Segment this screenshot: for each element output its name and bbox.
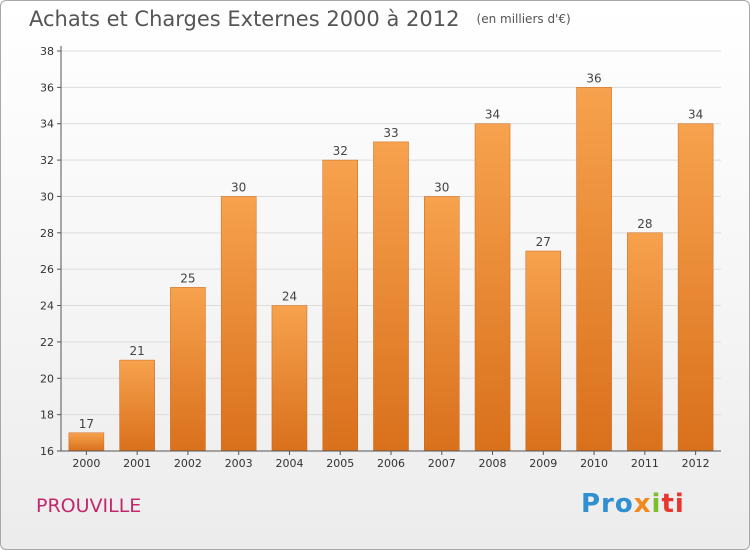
data-label: 28 — [637, 217, 652, 231]
x-tick-label: 2006 — [377, 457, 405, 470]
bar — [677, 123, 714, 452]
data-label: 34 — [688, 108, 703, 122]
data-label: 32 — [333, 144, 348, 158]
data-label: 34 — [485, 108, 500, 122]
x-tick-label: 2012 — [682, 457, 710, 470]
x-tick-label: 2001 — [123, 457, 151, 470]
y-tick-label: 26 — [40, 263, 54, 276]
x-tick-label: 2004 — [275, 457, 303, 470]
title-row: Achats et Charges Externes 2000 à 2012 (… — [29, 7, 571, 31]
logo-part: ti — [661, 489, 685, 519]
y-tick-label: 36 — [40, 81, 54, 94]
data-label: 24 — [282, 290, 297, 304]
commune-name: PROUVILLE — [36, 495, 142, 517]
x-tick-label: 2003 — [225, 457, 253, 470]
bar — [271, 305, 308, 452]
y-tick-label: 38 — [40, 45, 54, 58]
y-tick-label: 30 — [40, 190, 54, 203]
logo-part: x — [633, 489, 652, 519]
bar — [170, 287, 206, 452]
y-tick-label: 22 — [40, 336, 54, 349]
bar — [322, 159, 358, 452]
data-label: 21 — [130, 344, 145, 358]
bar — [576, 87, 612, 452]
y-tick-label: 32 — [40, 154, 54, 167]
x-tick-label: 2009 — [529, 457, 557, 470]
y-tick-label: 24 — [40, 300, 54, 313]
x-tick-label: 2000 — [72, 457, 100, 470]
bar — [424, 196, 460, 452]
proxiti-logo: Proxiti — [581, 489, 685, 519]
data-label: 36 — [586, 71, 601, 85]
bar — [373, 141, 409, 452]
logo-part: Pro — [581, 489, 634, 519]
x-tick-label: 2005 — [326, 457, 354, 470]
y-tick-label: 16 — [40, 445, 54, 458]
data-label: 25 — [180, 271, 195, 285]
y-tick-label: 28 — [40, 227, 54, 240]
x-tick-label: 2007 — [428, 457, 456, 470]
bar — [220, 196, 257, 452]
y-tick-label: 34 — [40, 118, 54, 131]
data-label: 27 — [536, 235, 551, 249]
data-label: 30 — [231, 180, 246, 194]
data-label: 17 — [79, 417, 94, 431]
y-tick-label: 20 — [40, 372, 54, 385]
bar — [525, 250, 562, 452]
bar — [627, 232, 663, 452]
data-label: 30 — [434, 180, 449, 194]
data-label: 33 — [383, 126, 398, 140]
chart-subtitle: (en milliers d'€) — [476, 12, 571, 26]
x-tick-label: 2002 — [174, 457, 202, 470]
x-tick-label: 2008 — [479, 457, 507, 470]
x-tick-label: 2011 — [631, 457, 659, 470]
bar — [68, 432, 105, 452]
y-tick-label: 18 — [40, 409, 54, 422]
x-tick-label: 2010 — [580, 457, 608, 470]
chart-title: Achats et Charges Externes 2000 à 2012 — [29, 7, 460, 31]
bar — [119, 359, 155, 452]
logo-part: i — [651, 489, 662, 519]
bar — [474, 123, 511, 452]
